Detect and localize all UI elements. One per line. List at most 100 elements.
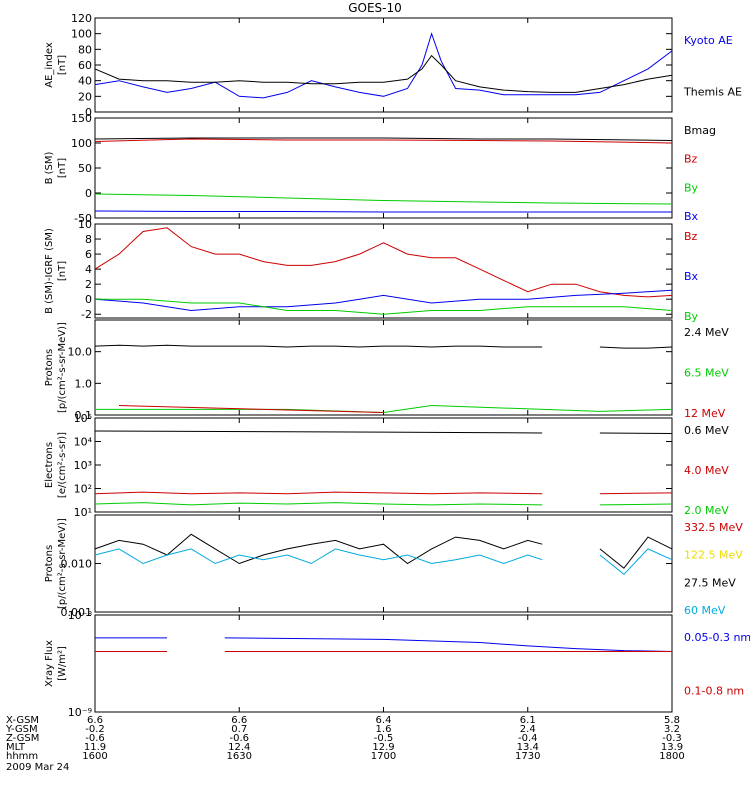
y-tick-label: 10⁵ <box>74 412 92 425</box>
legend-label: 27.5 MeV <box>684 576 736 589</box>
panel-1: 0 20 40 60 80 100 120 AE_index [nT] Kyoto AE Themi… <box>44 12 742 119</box>
x-row-label: Y-GSM <box>5 724 38 735</box>
x-row-label: X-GSM <box>6 715 39 726</box>
series-line <box>94 54 673 93</box>
x-col-value: 13.4 <box>517 742 539 753</box>
y-tick-label: 60 <box>78 59 92 72</box>
y-axis-label: B (SM) <box>44 151 55 184</box>
y-tick-label: 6 <box>85 248 92 261</box>
x-col-value: 1800 <box>659 751 684 762</box>
y-axis-label: Protons <box>44 349 55 386</box>
series-line <box>95 298 673 315</box>
x-row-label: MLT <box>6 742 26 753</box>
x-col-value: 12.4 <box>228 742 250 753</box>
legend-label: Bmag <box>684 124 716 137</box>
series-line <box>94 32 673 99</box>
y-axis-label: Protons <box>44 545 55 582</box>
y-tick-label: 0.001 <box>61 606 93 619</box>
y-tick-label: 100 <box>71 28 92 41</box>
x-col-value: 1700 <box>371 751 396 762</box>
y-tick-label: 10 <box>78 218 92 231</box>
series-line <box>94 533 673 569</box>
panel-frame <box>94 614 673 713</box>
panel-frame <box>94 319 673 416</box>
y-tick-label: 0 <box>85 187 92 200</box>
x-col-value: 11.9 <box>84 742 106 753</box>
series-line <box>94 137 673 141</box>
y-axis-label: AE_index <box>44 42 55 88</box>
y-axis-label: Xray Flux <box>44 640 55 687</box>
y-tick-label: 120 <box>71 12 92 25</box>
y-tick-label: 10¹ <box>74 506 92 519</box>
panel-frame <box>94 223 673 319</box>
x-col-value: 13.9 <box>661 742 683 753</box>
series-line <box>94 430 673 434</box>
x-col-value: 1.6 <box>376 724 392 735</box>
series-line <box>118 405 384 413</box>
x-col-value: 6.6 <box>87 715 103 726</box>
y-tick-label: 1.0 <box>75 377 93 390</box>
y-axis-label: [p/(cm²-s-sr-MeV)] <box>57 322 68 413</box>
panel-3: -2 0 2 4 6 8 10 B (SM)-IGRF (SM) [nT] Bz Bx By <box>44 218 699 323</box>
legend-label: 122.5 MeV <box>684 549 743 562</box>
y-tick-label: 2 <box>85 278 92 291</box>
y-tick-label: 10² <box>74 483 92 496</box>
x-row-label: hhmm <box>6 751 38 762</box>
legend-label: Themis AE <box>683 86 742 99</box>
y-tick-label: 80 <box>78 43 92 56</box>
y-axis-label: [p/(cm²-s-sr-MeV)] <box>57 518 68 609</box>
y-tick-label: 0 <box>85 106 92 119</box>
x-col-value: 3.2 <box>664 724 680 735</box>
x-col-value: 6.1 <box>520 715 536 726</box>
legend-label: 2.4 MeV <box>684 326 729 339</box>
legend-label: By <box>684 310 699 323</box>
y-tick-label: 10⁻⁹ <box>68 706 92 719</box>
x-col-value: -0.5 <box>374 733 394 744</box>
y-tick-label: 10⁴ <box>74 436 93 449</box>
series-line <box>94 289 673 312</box>
x-col-value: 1730 <box>515 751 540 762</box>
legend-label: 60 MeV <box>684 604 726 617</box>
y-tick-label: 150 <box>71 112 92 125</box>
y-tick-label: 100 <box>71 137 92 150</box>
series-line <box>94 548 673 575</box>
panel-frame <box>94 17 673 113</box>
series-line <box>94 138 673 144</box>
series-line <box>94 491 673 495</box>
x-row-label: 2009 Mar 24 <box>6 762 69 773</box>
series-line <box>94 344 673 349</box>
y-tick-label: 20 <box>78 90 92 103</box>
y-axis-label: Electrons <box>44 442 55 488</box>
legend-label: 0.6 MeV <box>684 424 729 437</box>
legend-label: 0.05-0.3 nm <box>684 631 750 644</box>
legend-label: By <box>684 181 699 194</box>
x-col-value: 0.7 <box>231 724 247 735</box>
legend-label: Kyoto AE <box>684 34 733 47</box>
legend-label: 12 MeV <box>684 407 726 420</box>
y-tick-label: 4 <box>85 263 92 276</box>
series-line <box>94 502 673 506</box>
x-col-value: 1600 <box>82 751 107 762</box>
legend-label: Bx <box>684 270 699 283</box>
y-tick-label: 10³ <box>74 459 92 472</box>
x-col-value: -0.6 <box>85 733 105 744</box>
x-col-value: -0.6 <box>229 733 249 744</box>
x-row-label: Z-GSM <box>6 733 39 744</box>
y-axis-label: [nT] <box>57 158 68 178</box>
y-tick-label: 0.1 <box>75 409 93 422</box>
y-tick-label: 40 <box>78 75 92 88</box>
legend-label: Bz <box>684 230 698 243</box>
y-axis-label: [nT] <box>57 261 68 281</box>
chart-title: GOES-10 <box>348 1 402 15</box>
legend-label: 332.5 MeV <box>684 521 743 534</box>
panel-7: 10⁻⁹ 10⁻⁸ Xray Flux [W/m²] 0.05-0.3 nm 0.1-0.… <box>44 609 750 719</box>
x-col-value: 1630 <box>227 751 252 762</box>
y-tick-label: 0.010 <box>61 558 93 571</box>
y-tick-label: 10.0 <box>68 346 93 359</box>
x-col-value: 6.4 <box>376 715 392 726</box>
panel-4: 0.1 1.0 10.0 Protons [p/(cm²-s-sr-MeV)] 2.4 M… <box>44 319 729 422</box>
series-line <box>94 227 673 298</box>
